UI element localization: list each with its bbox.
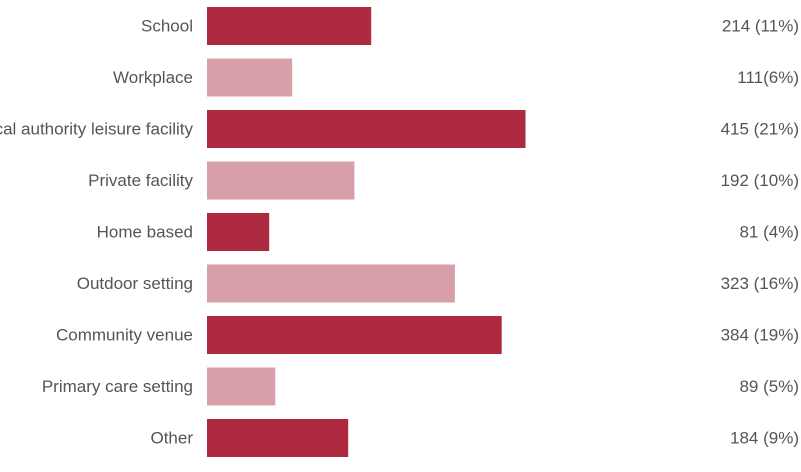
- value-label: 415 (21%): [721, 120, 799, 139]
- bar: [207, 264, 455, 303]
- category-label: Other: [150, 429, 193, 448]
- category-label: School: [141, 17, 193, 36]
- value-label: 184 (9%): [730, 429, 799, 448]
- value-label: 384 (19%): [721, 326, 799, 345]
- category-label: Primary care setting: [42, 377, 193, 396]
- category-labels: School Workplace Local authority leisure f…: [0, 17, 193, 448]
- bar: [207, 110, 526, 148]
- category-label: Workplace: [113, 68, 193, 87]
- category-label: Community venue: [56, 326, 193, 345]
- value-label: 111(6%): [737, 68, 799, 87]
- bar: [207, 7, 372, 45]
- category-label: Outdoor setting: [77, 274, 193, 293]
- bar: [207, 213, 270, 251]
- bar: [207, 161, 355, 200]
- value-label: 323 (16%): [721, 274, 799, 293]
- value-label: 192 (10%): [721, 171, 799, 190]
- value-label: 214 (11%): [722, 17, 799, 36]
- value-label: 89 (5%): [739, 377, 799, 396]
- category-label: Home based: [97, 223, 193, 242]
- category-label: Local authority leisure facility: [0, 120, 193, 139]
- bar: [207, 419, 349, 457]
- category-label: Private facility: [88, 171, 193, 190]
- value-labels: 214 (11%) 111(6%) 415 (21%) 192 (10%) 81 (4%…: [721, 17, 799, 448]
- bar: [207, 58, 293, 97]
- bars: [207, 7, 526, 457]
- bar: [207, 316, 502, 354]
- bar: [207, 367, 276, 406]
- value-label: 81 (4%): [739, 223, 799, 242]
